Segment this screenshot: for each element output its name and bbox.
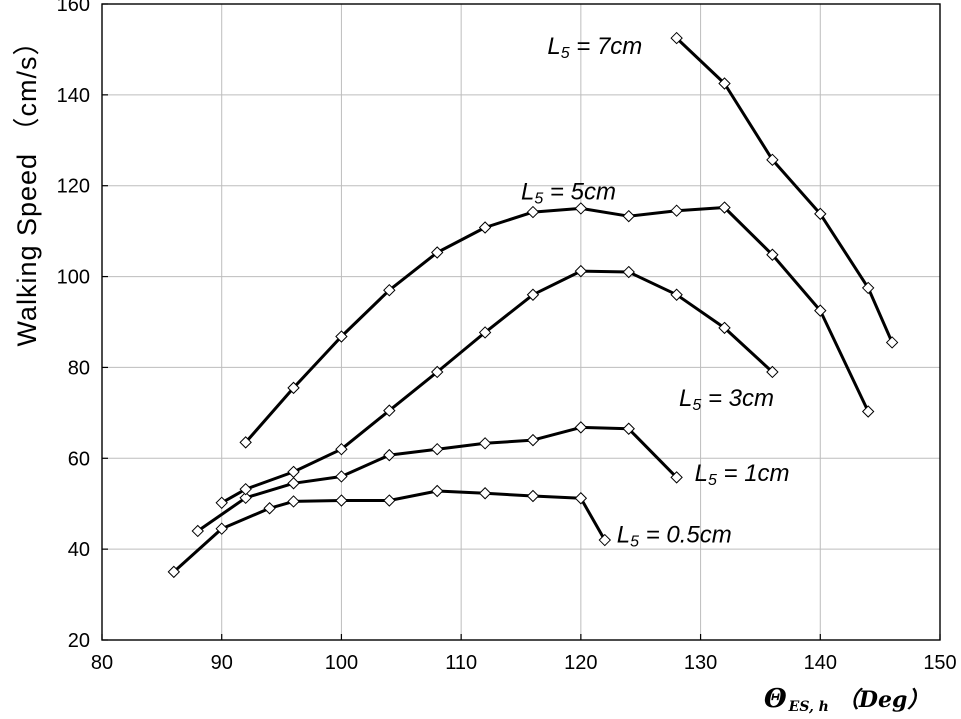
y-tick-label: 80 bbox=[68, 357, 90, 379]
y-tick-label: 100 bbox=[57, 267, 90, 289]
data-point bbox=[814, 207, 827, 221]
data-point bbox=[335, 470, 348, 483]
data-point bbox=[622, 209, 635, 223]
series-label: L5 = 0.5cm bbox=[617, 521, 732, 550]
data-point bbox=[215, 496, 228, 510]
data-point bbox=[335, 442, 348, 456]
x-tick-label: 80 bbox=[91, 652, 113, 674]
x-tick-label: 110 bbox=[445, 652, 477, 674]
data-point bbox=[718, 201, 731, 214]
series-group bbox=[167, 31, 899, 579]
series-line bbox=[675, 36, 894, 344]
x-axis-subscript: ES, h bbox=[788, 699, 829, 715]
plot-frame bbox=[101, 3, 941, 641]
data-point bbox=[766, 365, 779, 379]
data-point bbox=[478, 437, 492, 450]
data-point bbox=[383, 494, 396, 507]
data-point bbox=[526, 288, 540, 301]
data-point bbox=[287, 381, 300, 395]
data-point bbox=[670, 288, 683, 301]
y-axis-label: Walking Speed （cm/s） bbox=[12, 27, 42, 346]
data-point bbox=[335, 330, 348, 343]
data-point bbox=[885, 336, 899, 349]
series-label: L5 = 7cm bbox=[547, 33, 642, 62]
series-2 bbox=[215, 264, 779, 510]
data-point bbox=[598, 533, 612, 547]
series-labels: L5 = 0.5cm L5 = 1cm L5 = 3cm L5 = 5cm L5 = 7… bbox=[521, 33, 790, 550]
data-point bbox=[478, 487, 492, 500]
x-tick-label: 150 bbox=[923, 652, 956, 674]
data-point bbox=[239, 436, 252, 449]
data-point bbox=[670, 31, 683, 45]
data-point bbox=[287, 495, 300, 508]
series-line bbox=[244, 206, 870, 444]
data-point bbox=[430, 246, 444, 259]
x-tick-label: 140 bbox=[804, 652, 837, 674]
data-point bbox=[670, 204, 683, 217]
data-point bbox=[622, 422, 635, 435]
data-point bbox=[718, 77, 731, 90]
series-4 bbox=[670, 31, 899, 349]
data-point bbox=[622, 265, 635, 279]
data-point bbox=[167, 565, 181, 579]
data-point bbox=[383, 404, 396, 417]
x-axis-unit: （Deg） bbox=[837, 687, 929, 713]
x-axis-ticks: 80 90 100 110 120 130 140 150 bbox=[91, 634, 957, 674]
data-point bbox=[861, 405, 875, 418]
data-point bbox=[239, 482, 252, 496]
y-tick-label: 60 bbox=[68, 448, 90, 470]
y-tick-label: 20 bbox=[68, 630, 90, 652]
series-label: L5 = 3cm bbox=[679, 385, 774, 414]
data-point bbox=[814, 304, 827, 317]
data-point bbox=[526, 205, 540, 219]
y-axis-ticks: 20 40 60 80 100 120 140 160 bbox=[57, 0, 108, 652]
data-point bbox=[430, 365, 444, 379]
x-tick-label: 90 bbox=[211, 652, 233, 674]
data-point bbox=[215, 522, 228, 535]
series-0 bbox=[167, 484, 612, 579]
data-point bbox=[287, 465, 300, 479]
data-point bbox=[526, 489, 540, 503]
y-tick-label: 160 bbox=[57, 0, 90, 16]
x-tick-label: 130 bbox=[684, 652, 717, 674]
data-point bbox=[335, 494, 348, 507]
data-point bbox=[670, 471, 683, 484]
data-point bbox=[574, 264, 588, 278]
series-label: L5 = 1cm bbox=[695, 460, 790, 489]
data-point bbox=[766, 248, 779, 261]
data-point bbox=[430, 442, 444, 456]
data-point bbox=[478, 326, 492, 339]
data-point bbox=[430, 484, 444, 498]
data-point bbox=[574, 202, 588, 215]
data-point bbox=[526, 433, 540, 447]
series-1 bbox=[191, 421, 683, 538]
x-tick-label: 100 bbox=[325, 652, 358, 674]
series-label: L5 = 5cm bbox=[521, 178, 616, 207]
data-point bbox=[191, 524, 204, 538]
x-tick-label: 120 bbox=[564, 652, 597, 674]
data-point bbox=[383, 448, 396, 462]
series-3 bbox=[239, 201, 875, 449]
x-axis-symbol: Θ bbox=[764, 684, 787, 714]
grid bbox=[102, 4, 940, 640]
data-point bbox=[263, 502, 276, 515]
data-point bbox=[478, 221, 492, 234]
data-point bbox=[766, 153, 779, 167]
x-axis-label: Θ ES, h （Deg） bbox=[764, 684, 929, 715]
data-point bbox=[383, 283, 396, 297]
y-tick-label: 120 bbox=[57, 176, 90, 198]
data-point bbox=[718, 321, 731, 335]
data-point bbox=[239, 491, 252, 505]
data-point bbox=[574, 492, 588, 505]
y-tick-label: 140 bbox=[57, 85, 90, 107]
data-point bbox=[287, 477, 300, 490]
data-point bbox=[861, 281, 875, 295]
data-point bbox=[574, 421, 588, 434]
y-tick-label: 40 bbox=[68, 539, 90, 561]
